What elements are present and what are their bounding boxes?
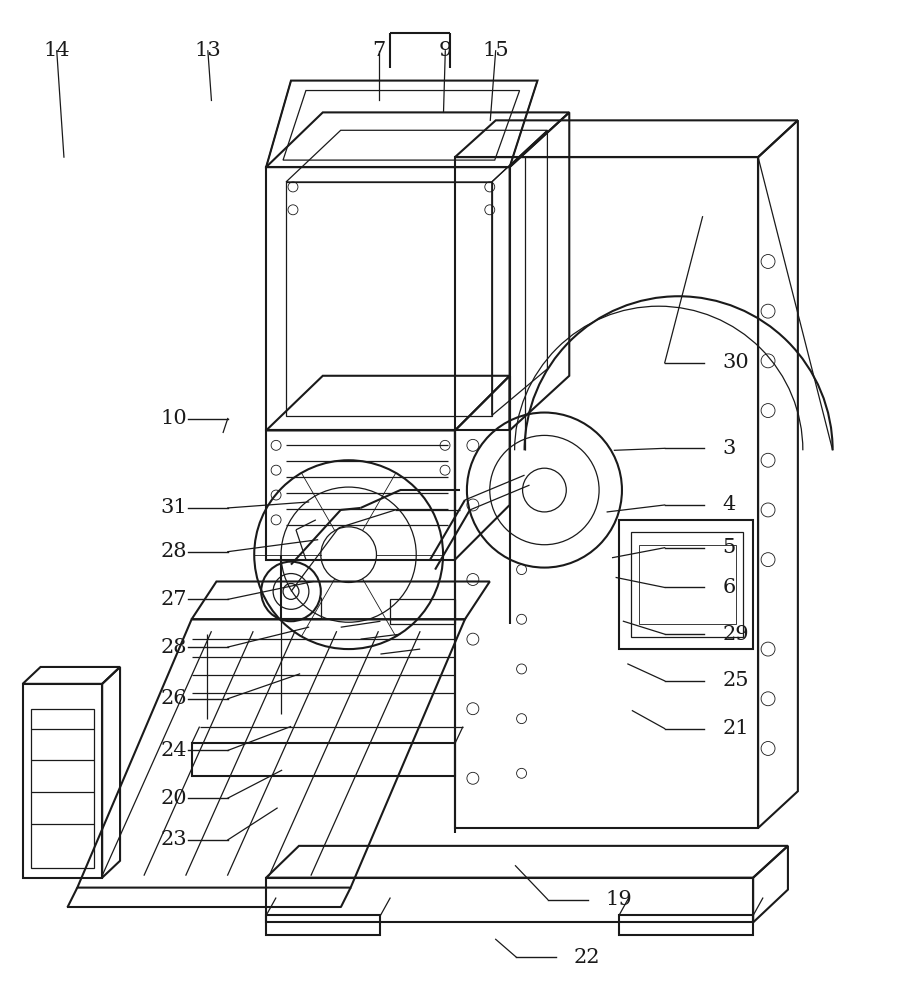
Text: 30: 30	[722, 353, 749, 372]
Text: 31: 31	[160, 498, 187, 517]
Text: 21: 21	[722, 719, 749, 738]
Text: 27: 27	[160, 590, 186, 609]
Text: 14: 14	[43, 41, 70, 60]
Text: 10: 10	[160, 409, 187, 428]
Text: 29: 29	[722, 625, 749, 644]
Text: 22: 22	[574, 948, 600, 967]
Text: 19: 19	[605, 890, 633, 909]
Text: 26: 26	[160, 689, 186, 708]
Text: 23: 23	[160, 830, 186, 849]
Text: 25: 25	[722, 671, 748, 690]
Text: 6: 6	[722, 578, 736, 597]
Text: 9: 9	[439, 41, 452, 60]
Text: 13: 13	[195, 41, 221, 60]
Text: 20: 20	[160, 789, 186, 808]
Text: 24: 24	[160, 741, 186, 760]
Text: 3: 3	[722, 439, 736, 458]
Text: 28: 28	[160, 638, 186, 657]
Text: 7: 7	[372, 41, 386, 60]
Text: 4: 4	[722, 495, 736, 514]
Text: 28: 28	[160, 542, 186, 561]
Text: 15: 15	[482, 41, 509, 60]
Text: 5: 5	[722, 538, 736, 557]
